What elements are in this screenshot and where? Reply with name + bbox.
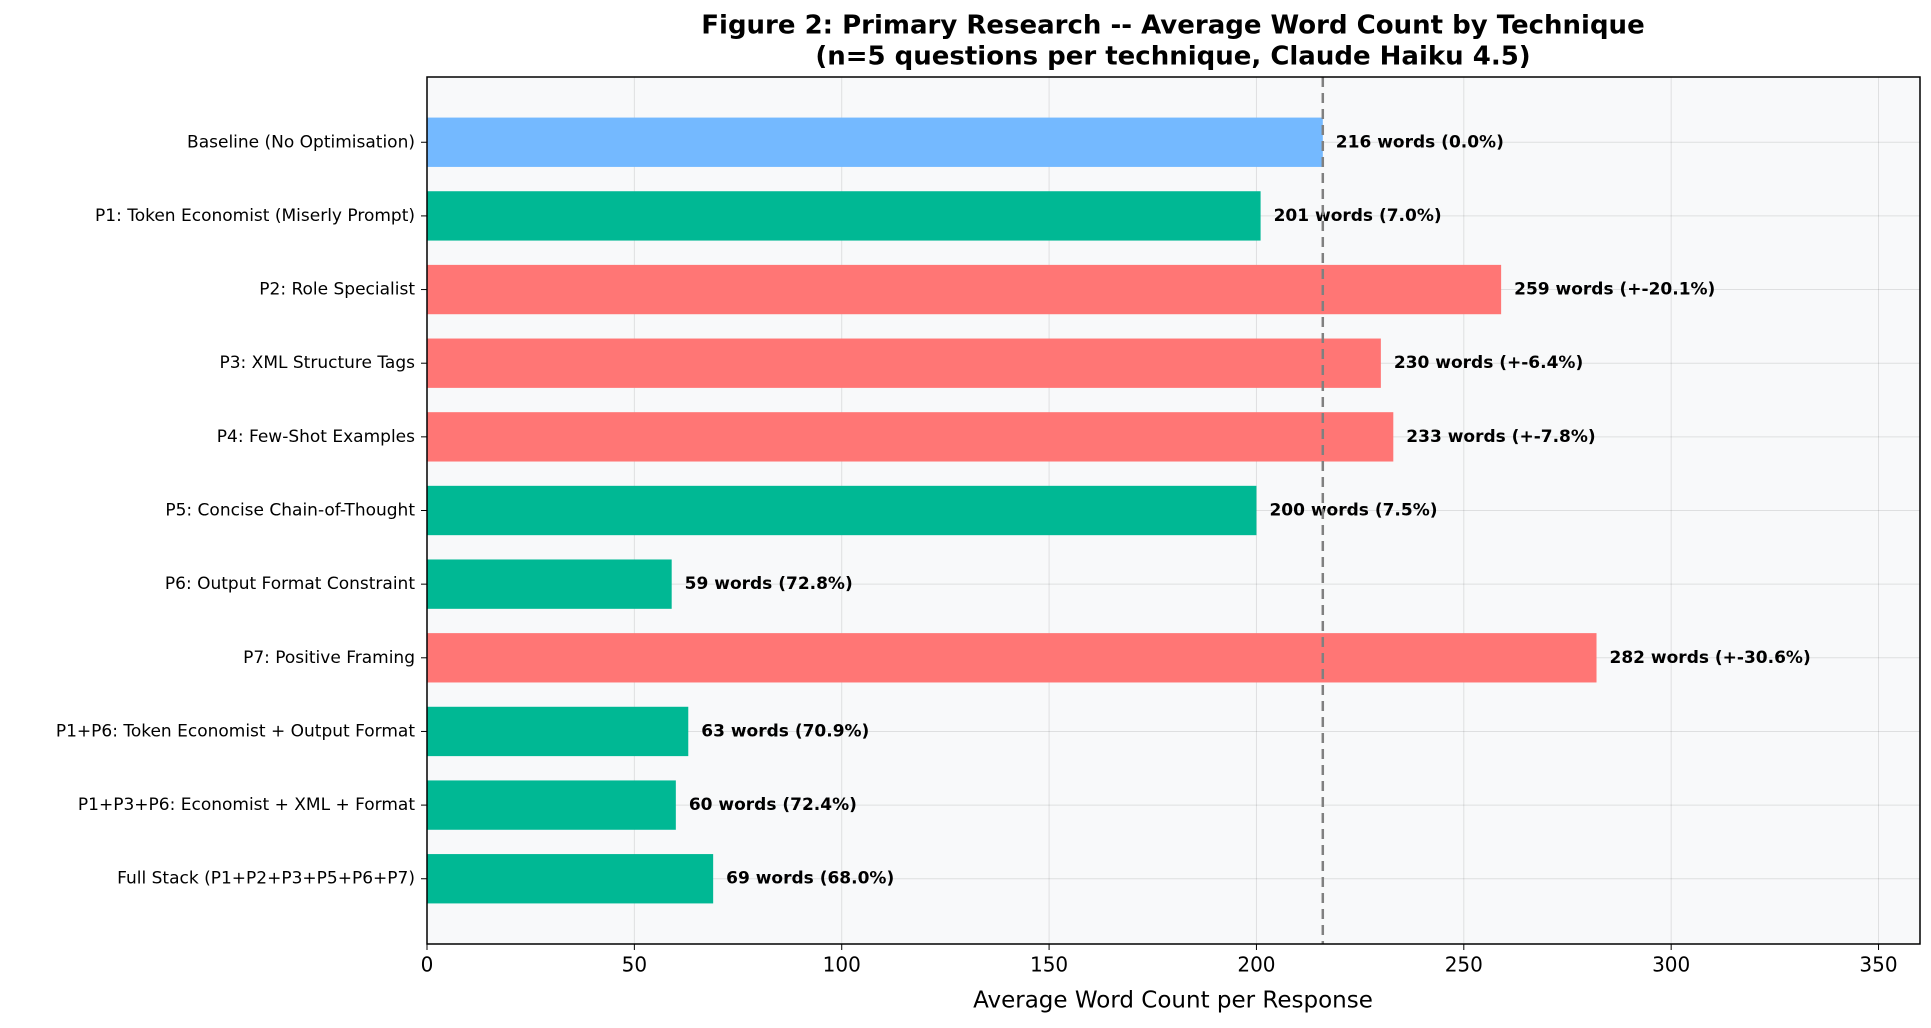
y-tick-label: P2: Role Specialist (259, 280, 415, 300)
value-label: 200 words (7.5%) (1269, 501, 1437, 521)
value-label: 59 words (72.8%) (685, 574, 853, 594)
y-tick-label: P4: Few-Shot Examples (217, 427, 415, 447)
bar (427, 412, 1394, 462)
x-axis-label: Average Word Count per Response (973, 988, 1373, 1014)
plot-frame (426, 76, 1921, 945)
bar (427, 117, 1323, 167)
chart-title: Figure 2: Primary Research -- Average Wo… (701, 11, 1644, 41)
y-tick-label: P6: Output Format Constraint (165, 574, 415, 594)
value-label: 63 words (70.9%) (701, 721, 869, 741)
bar (427, 559, 672, 609)
y-tick-label: P1+P3+P6: Economist + XML + Format (78, 795, 415, 815)
x-tick-label: 50 (622, 953, 647, 977)
bar (427, 264, 1502, 315)
x-tick-label: 100 (823, 953, 861, 977)
bar (427, 854, 714, 904)
value-label: 282 words (+-30.6%) (1610, 648, 1811, 668)
value-label: 233 words (+-7.8%) (1406, 427, 1595, 447)
x-tick-label: 150 (1030, 953, 1068, 977)
y-tick-label: P3: XML Structure Tags (219, 353, 415, 373)
value-label: 259 words (+-20.1%) (1514, 280, 1715, 300)
value-label: 230 words (+-6.4%) (1394, 353, 1583, 373)
x-tick-label: 200 (1237, 953, 1275, 977)
y-tick-label: Baseline (No Optimisation) (187, 132, 415, 152)
value-label: 216 words (0.0%) (1336, 132, 1504, 152)
bar (427, 191, 1261, 241)
x-tick-label: 350 (1859, 953, 1897, 977)
value-label: 69 words (68.0%) (726, 869, 894, 889)
x-tick-label: 300 (1652, 953, 1690, 977)
chart-subtitle: (n=5 questions per technique, Claude Hai… (815, 42, 1530, 72)
y-tick-label: P1+P6: Token Economist + Output Format (56, 721, 416, 741)
bar (427, 780, 676, 830)
value-label: 60 words (72.4%) (689, 795, 857, 815)
value-label: 201 words (7.0%) (1274, 206, 1442, 226)
bar (427, 485, 1257, 536)
y-tick-label: P7: Positive Framing (243, 648, 415, 668)
y-tick-label: Full Stack (P1+P2+P3+P5+P6+P7) (117, 869, 415, 889)
y-tick-label: P1: Token Economist (Miserly Prompt) (95, 206, 415, 226)
bar (427, 706, 689, 757)
y-tick-label: P5: Concise Chain-of-Thought (165, 501, 415, 521)
x-tick-label: 0 (421, 953, 434, 977)
bar (427, 338, 1381, 388)
bar (427, 633, 1597, 683)
x-tick-label: 250 (1445, 953, 1483, 977)
